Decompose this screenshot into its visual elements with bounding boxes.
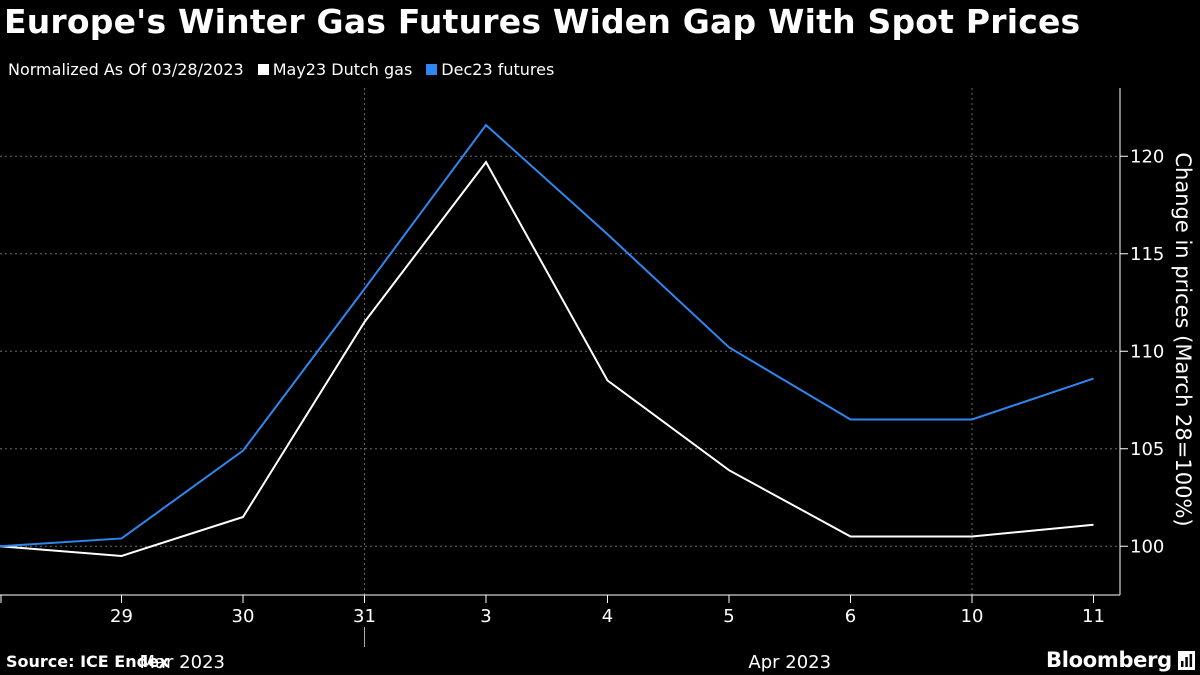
y-tick-label-110: 110: [1130, 341, 1164, 362]
legend-label-may23: May23 Dutch gas: [272, 60, 413, 79]
x-tick-label-4: 4: [602, 606, 613, 627]
month-label-1: Apr 2023: [748, 652, 831, 673]
x-tick-label-3: 3: [480, 606, 491, 627]
x-tick-label-29: 29: [110, 606, 133, 627]
legend-swatch-may23: [257, 64, 269, 75]
series-line-dec23-futures: [0, 123, 1094, 548]
legend-note: Normalized As Of 03/28/2023: [8, 60, 244, 79]
x-tick-label-10: 10: [961, 606, 984, 627]
x-tick-label-11: 11: [1082, 606, 1105, 627]
x-tick-label-6: 6: [845, 606, 856, 627]
series-line-may23-dutch-gas: [0, 160, 1094, 558]
x-tick-label-31: 31: [353, 606, 376, 627]
y-axis-label: Change in prices (March 28=100%): [1171, 152, 1195, 526]
bloomberg-logo: Bloomberg: [1046, 648, 1172, 672]
legend-item-may23: May23 Dutch gas: [257, 60, 413, 79]
y-tick-label-100: 100: [1130, 536, 1164, 557]
y-tick-label-105: 105: [1130, 439, 1164, 460]
source-note: Source: ICE Endex: [6, 652, 170, 671]
legend-label-dec23: Dec23 futures: [441, 60, 555, 79]
y-tick-label-120: 120: [1130, 146, 1164, 167]
legend-item-dec23: Dec23 futures: [426, 60, 554, 79]
legend: Normalized As Of 03/28/2023 May23 Dutch …: [8, 60, 568, 79]
month-label-0: Mar 2023: [140, 652, 226, 673]
chart-title: Europe's Winter Gas Futures Widen Gap Wi…: [4, 2, 1081, 41]
legend-swatch-dec23: [426, 64, 438, 75]
x-tick-label-5: 5: [723, 606, 734, 627]
x-tick-label-30: 30: [232, 606, 255, 627]
y-tick-label-115: 115: [1130, 244, 1164, 265]
bloomberg-chart-icon: [1178, 651, 1195, 670]
